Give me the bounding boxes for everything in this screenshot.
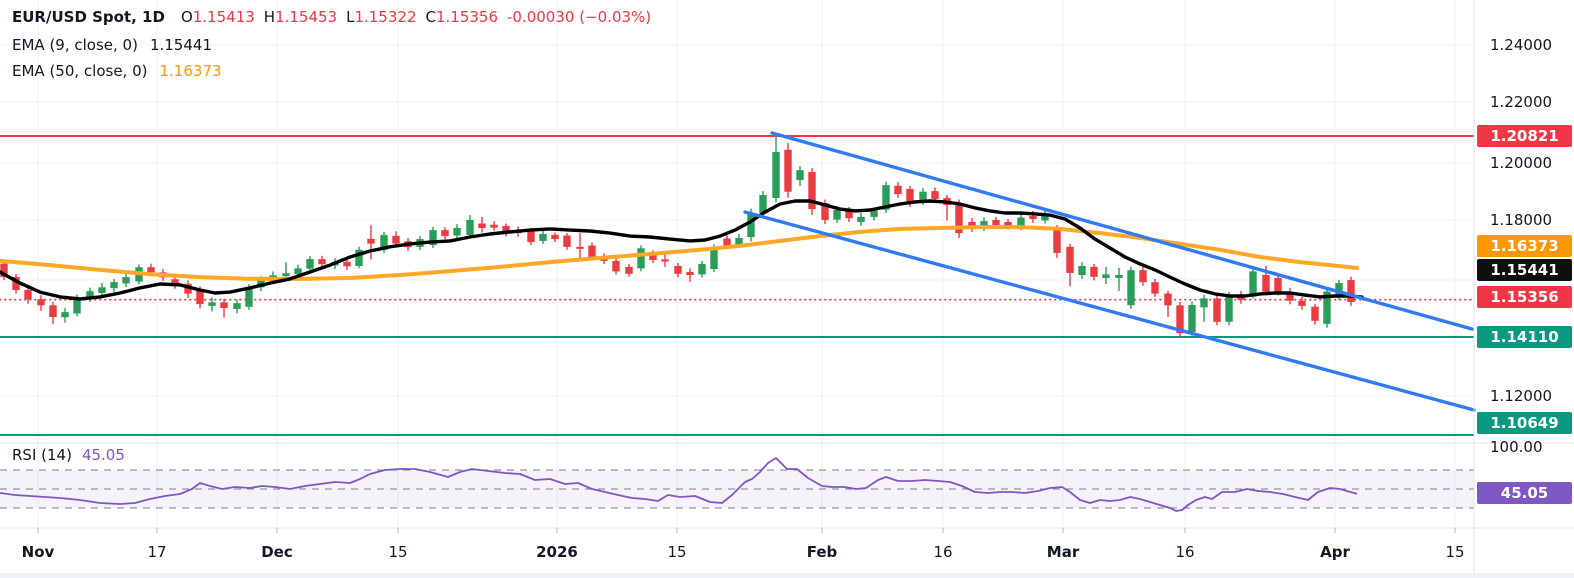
symbol-legend-row[interactable]: EUR/USD Spot, 1D O1.15413 H1.15453 L1.15322…: [12, 8, 651, 26]
time-axis-label: Feb: [806, 543, 838, 561]
time-axis-label: Apr: [1320, 543, 1350, 561]
time-axis-label: Mar: [1046, 543, 1080, 561]
ema50-legend-row[interactable]: EMA (50, close, 0) 1.16373: [12, 62, 222, 80]
trendline[interactable]: [743, 210, 1476, 412]
candles-series[interactable]: [0, 136, 1367, 338]
rsi-value: 45.05: [81, 446, 125, 464]
ohlc-values: O1.15413 H1.15453 L1.15322 C1.15356: [181, 8, 507, 26]
price-badge: 45.05: [1477, 482, 1572, 504]
ema9-line[interactable]: [0, 199, 1364, 301]
symbol-title: EUR/USD Spot, 1D: [12, 8, 165, 26]
time-axis-label: 16: [1175, 543, 1195, 561]
ohlc-pair: C1.15356: [425, 8, 498, 26]
price-axis-label: 1.20000: [1490, 154, 1553, 172]
price-axis-label: 1.12000: [1490, 387, 1553, 405]
price-badge: 1.14110: [1477, 326, 1572, 348]
time-axis-label: 15: [388, 543, 408, 561]
rsi-label: RSI (14): [12, 446, 72, 464]
time-axis-label: 17: [147, 543, 167, 561]
price-axis-label: 1.24000: [1490, 36, 1553, 54]
ohlc-pair: O1.15413: [180, 8, 255, 26]
ema9-label: EMA (9, close, 0): [12, 36, 138, 54]
time-axis-label: 15: [667, 543, 687, 561]
ema50-label: EMA (50, close, 0): [12, 62, 148, 80]
price-axis-label: 1.18000: [1490, 211, 1553, 229]
price-badge: 1.10649: [1477, 412, 1572, 434]
ohlc-pair: L1.15322: [346, 8, 417, 26]
time-axis-label: 15: [1445, 543, 1465, 561]
ema9-legend-row[interactable]: EMA (9, close, 0) 1.15441: [12, 36, 212, 54]
price-badge: 1.16373: [1477, 235, 1572, 257]
time-axis-label: 16: [933, 543, 953, 561]
price-badge: 1.20821: [1477, 125, 1572, 147]
bottom-strip: [0, 573, 1574, 578]
rsi-legend-row[interactable]: RSI (14) 45.05: [12, 446, 125, 464]
ema50-value: 1.16373: [159, 62, 222, 80]
time-axis-label: 2026: [536, 543, 578, 561]
price-axis-label: 1.22000: [1490, 93, 1553, 111]
ohlc-pair: H1.15453: [263, 8, 338, 26]
rsi-line[interactable]: [0, 457, 1358, 512]
price-badge: 1.15356: [1477, 286, 1572, 308]
trendline[interactable]: [770, 131, 1474, 331]
ema50-line[interactable]: [0, 225, 1359, 281]
time-axis-label: Dec: [261, 543, 293, 561]
time-axis-label: Nov: [21, 543, 55, 561]
ema9-value: 1.15441: [149, 36, 212, 54]
change-value: -0.00030 (−0.03%): [507, 8, 652, 26]
price-badge: 1.15441: [1477, 259, 1572, 281]
price-axis-label: 100.00: [1490, 438, 1543, 456]
